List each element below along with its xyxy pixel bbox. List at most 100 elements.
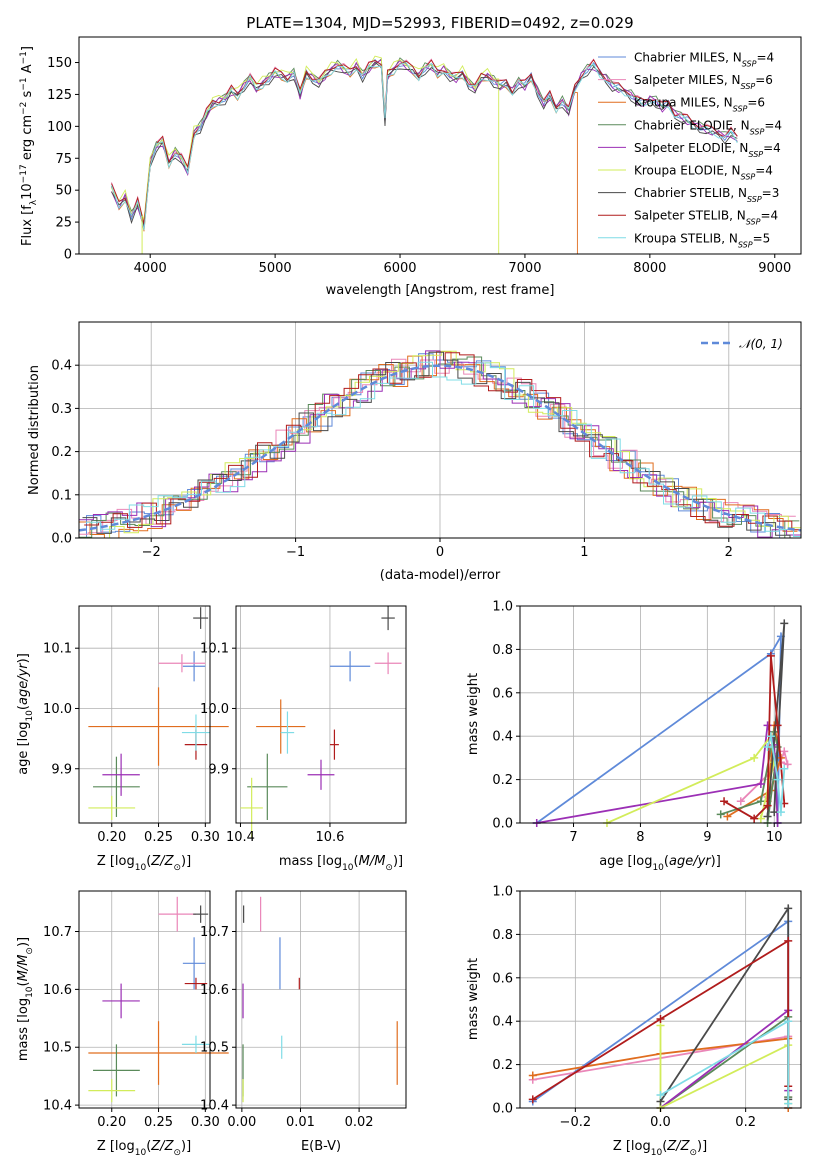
x-tick-label: 9000 (758, 261, 791, 276)
weight-marker (756, 814, 765, 823)
x-tick-label: 4000 (134, 261, 167, 276)
y-tick-label: 0.0 (492, 817, 513, 832)
legend-label: Salpeter STELIB, NSSP=4 (634, 209, 778, 227)
weight-series-kroupa-elodie (656, 1021, 793, 1112)
weight-marker (656, 1015, 665, 1024)
chart-spectrum: 4000 5000 6000 7000 8000 9000 0 25 50 75 100 125 150… (19, 36, 802, 298)
data-point-chabrier-miles (182, 937, 206, 990)
y-tick-label: 10.4 (200, 1099, 229, 1114)
y-tick-label: 150 (47, 56, 72, 71)
x-tick-label: 10.6 (315, 830, 344, 845)
axes-frame (235, 890, 407, 1109)
x-tick-label: 7000 (508, 261, 541, 276)
y-tick-label: 10.6 (43, 983, 72, 998)
weight-marker (763, 801, 772, 810)
x-axis-label: wavelength [Angstrom, rest frame] (326, 283, 555, 298)
x-tick-label: 0.02 (345, 1115, 374, 1130)
x-axis-label: mass [log10(M/M⊙)] (279, 854, 403, 873)
legend-label: Kroupa MILES, NSSP=6 (634, 96, 765, 114)
weight-marker (766, 651, 775, 660)
weight-series-salpeter-stelib (720, 651, 789, 823)
plot-area (88, 607, 229, 820)
y-tick-label: 10.1 (200, 642, 229, 657)
legend-label: Kroupa ELODIE, NSSP=4 (634, 164, 773, 182)
weight-series-chabrier-elodie (656, 1012, 793, 1112)
weight-line (659, 1008, 790, 1109)
legend-label: Chabrier STELIB, NSSP=3 (634, 186, 779, 204)
chart-weight_vs_z: −0.2 0.0 0.2 0.0 0.2 0.4 0.6 0.8 1.0 Z [log10(Z/Z… (466, 885, 802, 1158)
y-tick-label: 0.2 (492, 773, 513, 788)
x-tick-label: 0.00 (227, 1115, 256, 1130)
axes-frame (78, 890, 211, 1109)
x-tick-label: 0 (436, 545, 444, 560)
data-point-salpeter-elodie (102, 983, 140, 1019)
weight-marker (736, 797, 745, 806)
weight-marker (780, 764, 789, 773)
x-tick-label: 5000 (259, 261, 292, 276)
x-tick-label: 7 (569, 830, 577, 845)
x-tick-label: 6000 (383, 261, 416, 276)
weight-marker (528, 1071, 537, 1080)
axes-frame (78, 605, 211, 824)
data-point-kroupa-elodie (88, 795, 136, 820)
weight-line (723, 655, 786, 820)
x-tick-label: −0.2 (560, 1115, 592, 1130)
y-tick-label: 25 (55, 216, 72, 231)
data-point-kroupa-miles (256, 699, 306, 754)
data-point-chabrier-elodie (93, 1044, 140, 1097)
chart-age_vs_mass: 10.4 10.6 9.9 10.0 10.1 mass [log10(M/M⊙)] (200, 605, 407, 873)
chart-mass_vs_ebv: 0.00 0.01 0.02 10.4 10.5 10.6 10.7 E(B-V) (200, 890, 407, 1154)
y-tick-label: 9.9 (208, 762, 229, 777)
x-tick-label: 1 (580, 545, 588, 560)
plot-area (242, 896, 398, 1103)
x-tick-label: 10 (766, 830, 783, 845)
data-point-salpeter-miles (374, 652, 402, 675)
chart-age_vs_z: 0.20 0.25 0.30 9.9 10.0 10.1 Z [log10(Z/Z⊙)] ag… (16, 605, 229, 873)
weight-line (532, 939, 790, 1101)
weight-marker (723, 812, 732, 821)
y-axis-label: mass weight (466, 958, 481, 1040)
x-tick-label: 0.0 (650, 1115, 671, 1130)
x-tick-label: 0.01 (286, 1115, 315, 1130)
data-point-chabrier-elodie (247, 753, 288, 820)
y-tick-label: 0.4 (492, 730, 513, 745)
weight-marker (784, 936, 793, 945)
y-tick-label: 75 (55, 152, 72, 167)
x-axis-label: age [log10(age/yr)] (599, 854, 721, 873)
x-tick-label: −2 (142, 545, 161, 560)
y-tick-label: 125 (47, 88, 72, 103)
data-point-salpeter-elodie (102, 753, 140, 796)
x-axis-label: E(B-V) (301, 1139, 341, 1154)
data-point-salpeter-elodie (307, 759, 335, 790)
weight-marker (770, 808, 779, 817)
y-tick-label: 0.6 (492, 686, 513, 701)
x-tick-label: 9 (703, 830, 711, 845)
data-point-chabrier-stelib (193, 607, 209, 629)
y-axis-label: mass [log10(M/M⊙)] (16, 937, 35, 1061)
axes-frame (235, 605, 407, 824)
legend-label: Kroupa STELIB, NSSP=5 (634, 231, 770, 249)
weight-marker (720, 797, 729, 806)
y-tick-label: 0.1 (51, 488, 72, 503)
axes-frame (519, 890, 802, 1109)
spectrum-line-kroupa-elodie (111, 55, 500, 254)
axes-frame (78, 36, 802, 255)
weight-marker (763, 812, 772, 821)
histogram-kroupa-stelib (85, 361, 801, 537)
weight-marker (780, 747, 789, 756)
plot-area (528, 904, 793, 1112)
data-point-salpeter-stelib (329, 729, 339, 760)
x-tick-label: −1 (286, 545, 305, 560)
chart-layer: 4000 5000 6000 7000 8000 90000255075100125150… (16, 36, 802, 1158)
legend: Chabrier MILES, NSSP=4 Salpeter MILES, NS… (598, 51, 782, 249)
y-tick-label: 0.6 (492, 971, 513, 986)
chart-weight_vs_age: 7 8 9 10 0.0 0.2 0.4 0.6 0.8 1.0 age [log10(age/yr… (466, 600, 802, 873)
data-point-kroupa-stelib (280, 711, 295, 754)
histogram-salpeter-stelib (84, 352, 801, 531)
legend-label: 𝒩(0, 1) (739, 337, 783, 351)
weight-marker (783, 760, 792, 769)
y-tick-label: 0.0 (492, 1102, 513, 1117)
legend-label: Salpeter MILES, NSSP=6 (634, 73, 773, 91)
